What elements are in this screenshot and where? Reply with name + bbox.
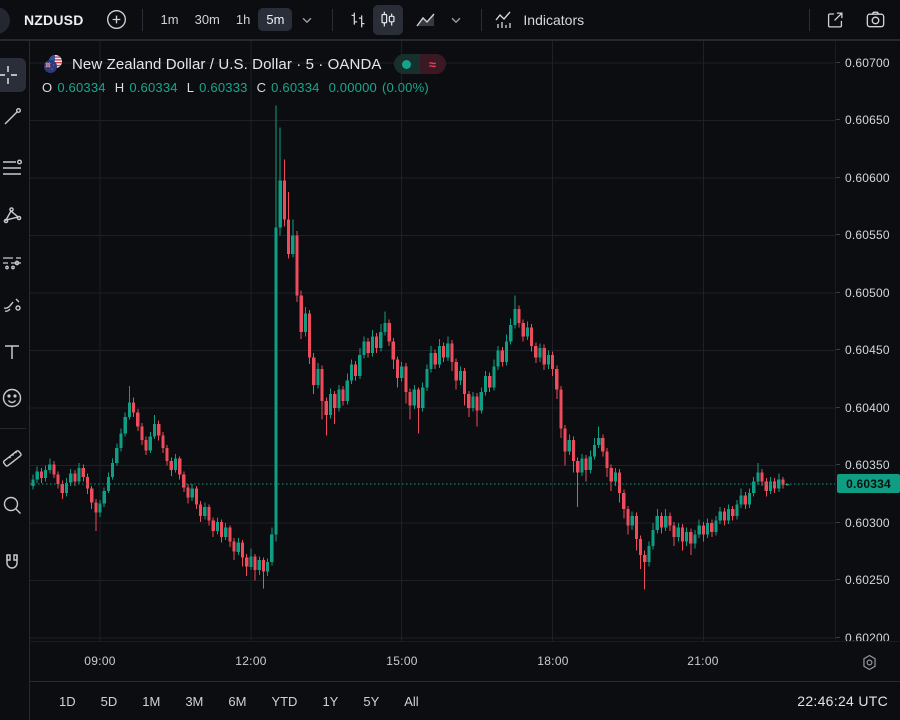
top-toolbar: NZDUSD 1m 30m 1h 5m	[0, 0, 900, 41]
patterns-tool[interactable]	[0, 201, 29, 229]
open-value: 0.60334	[57, 80, 106, 95]
high-value: 0.60334	[129, 80, 178, 95]
market-open-status-icon[interactable]	[393, 54, 420, 74]
emoji-smiley-icon	[2, 388, 21, 408]
price-axis-label: 0.60450	[836, 343, 900, 357]
price-axis-label: 0.60650	[836, 113, 900, 127]
open-label: O	[42, 80, 53, 95]
forecast-tool[interactable]	[0, 248, 29, 276]
trend-line-icon	[4, 108, 21, 125]
change-value: 0.00000	[328, 80, 377, 95]
candlestick-chart	[30, 41, 835, 641]
chart-legend: New Zealand Dollar / U.S. Dollar · 5 · O…	[42, 53, 446, 95]
price-axis-label: 0.60600	[836, 171, 900, 185]
text-icon	[4, 345, 19, 359]
time-axis-label: 09:00	[84, 654, 116, 668]
symbol-button[interactable]: NZDUSD	[24, 11, 84, 28]
time-axis-label: 12:00	[235, 654, 267, 668]
magnet-icon	[5, 554, 18, 569]
time-axis-label: 18:00	[537, 654, 569, 668]
axis-settings-icon[interactable]	[858, 651, 880, 673]
indicators-button[interactable]: Indicators	[492, 8, 584, 32]
crosshair-tool-selected[interactable]	[0, 58, 26, 92]
brush-tool[interactable]	[0, 290, 29, 318]
screenshot-camera-icon[interactable]	[860, 5, 890, 35]
divider	[141, 8, 143, 31]
chart-style-bars-icon[interactable]	[343, 5, 373, 35]
close-value: 0.60334	[271, 80, 320, 95]
time-axis-label: 15:00	[386, 654, 418, 668]
time-axis-label: 21:00	[687, 654, 719, 668]
price-axis-label: 0.60350	[836, 458, 900, 472]
divider	[809, 8, 810, 31]
timeframe-30m[interactable]: 30m	[194, 12, 220, 27]
range-all[interactable]: All	[404, 693, 419, 709]
range-ytd[interactable]: YTD	[271, 693, 298, 709]
close-label: C	[256, 80, 267, 95]
emoji-tool[interactable]	[0, 384, 29, 412]
divider	[0, 428, 26, 429]
magnifier-icon	[3, 496, 21, 514]
price-axis-label: 0.60250	[836, 573, 900, 587]
indicators-icon	[495, 11, 512, 28]
forecast-icon	[2, 257, 21, 270]
range-3m[interactable]: 3M	[185, 693, 204, 709]
ruler-icon	[2, 450, 22, 467]
bottom-toolbar: 1D 5D 1M 3M 6M YTD 1Y 5Y All 22:46:24 UT…	[30, 681, 900, 720]
range-5y[interactable]: 5Y	[363, 693, 380, 709]
range-1y[interactable]: 1Y	[322, 693, 339, 709]
timeframe-chevron-down-icon[interactable]	[292, 5, 322, 35]
chart-canvas[interactable]: New Zealand Dollar / U.S. Dollar · 5 · O…	[30, 41, 835, 641]
symbol-flag-icon	[44, 55, 62, 73]
time-axis[interactable]: 09:00 12:00 15:00 18:00 21:00	[30, 641, 900, 681]
high-label: H	[114, 80, 125, 95]
magnet-tool[interactable]	[0, 549, 29, 577]
fib-retracement-tool[interactable]	[0, 154, 29, 182]
current-price-label: 0.60334	[837, 474, 900, 493]
timeframe-1m[interactable]: 1m	[160, 12, 179, 27]
zoom-tool[interactable]	[0, 491, 29, 519]
open-in-new-window-icon[interactable]	[820, 5, 850, 35]
timeframe-5m-selected[interactable]: 5m	[258, 8, 293, 31]
range-1d[interactable]: 1D	[59, 693, 76, 709]
indicators-label: Indicators	[523, 11, 585, 28]
fib-retracement-icon	[2, 159, 22, 175]
chart-title[interactable]: New Zealand Dollar / U.S. Dollar · 5 · O…	[72, 55, 382, 73]
market-status-capsule[interactable]: ≈	[393, 54, 446, 74]
delayed-data-icon[interactable]: ≈	[419, 54, 446, 74]
measure-ruler-tool[interactable]	[0, 441, 29, 469]
chart-style-chevron-down-icon[interactable]	[441, 5, 471, 35]
ohlc-readout: O 0.60334 H 0.60334 L 0.60333 C 0.60334 0.00…	[42, 80, 446, 95]
utc-clock[interactable]: 22:46:24 UTC	[797, 693, 888, 709]
price-axis-label: 0.60400	[836, 401, 900, 415]
timeframe-1h[interactable]: 1h	[235, 12, 251, 27]
price-axis-label: 0.60300	[836, 516, 900, 530]
text-tool[interactable]	[0, 338, 29, 366]
price-axis-label: 0.60500	[836, 286, 900, 300]
divider	[481, 8, 483, 31]
trend-line-tool[interactable]	[0, 103, 29, 131]
range-6m[interactable]: 6M	[228, 693, 247, 709]
price-axis-label: 0.60700	[836, 56, 900, 70]
menu-logo-clipped[interactable]	[0, 7, 10, 34]
crosshair-icon	[0, 66, 17, 84]
price-axis-label: 0.60550	[836, 228, 900, 242]
compare-add-symbol-icon[interactable]	[102, 5, 132, 35]
chart-style-area-icon[interactable]	[411, 5, 441, 35]
low-label: L	[186, 80, 195, 95]
divider	[332, 8, 334, 31]
brush-icon	[3, 298, 21, 312]
price-axis[interactable]: 0.60700 0.60650 0.60600 0.60550 0.60500 0.604…	[835, 41, 900, 645]
drawing-toolbar	[0, 41, 30, 720]
range-5d[interactable]: 5D	[100, 693, 118, 709]
low-value: 0.60333	[199, 80, 248, 95]
patterns-icon	[3, 207, 21, 224]
range-1m[interactable]: 1M	[142, 693, 161, 709]
change-percent: (0.00%)	[381, 80, 429, 95]
chart-style-candles-icon[interactable]	[373, 4, 404, 35]
